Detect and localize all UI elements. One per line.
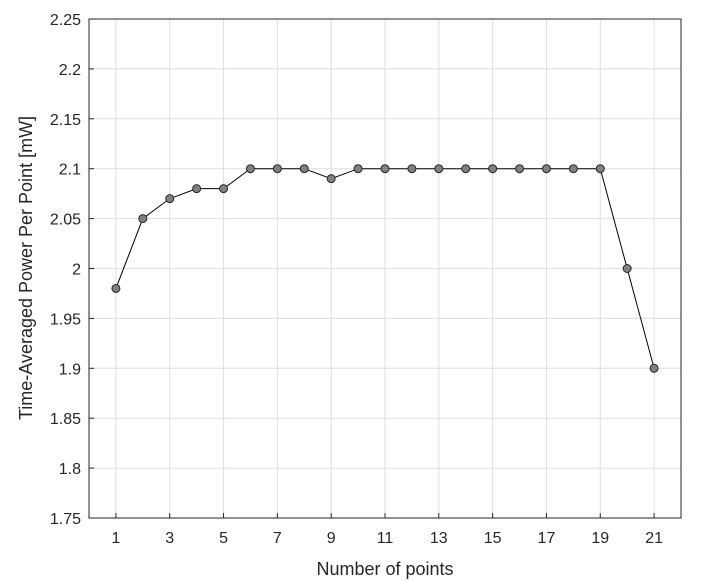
data-point xyxy=(649,363,659,373)
x-tick-label: 5 xyxy=(219,530,228,547)
y-tick-label: 1.95 xyxy=(50,311,81,328)
y-tick-label: 1.75 xyxy=(50,511,81,528)
data-point xyxy=(245,164,255,174)
data-point xyxy=(380,164,390,174)
x-tick-label: 13 xyxy=(430,530,448,547)
data-point xyxy=(622,264,632,273)
data-point xyxy=(138,214,148,224)
data-point xyxy=(407,164,417,174)
x-tick-label: 17 xyxy=(538,530,556,547)
x-tick-label: 9 xyxy=(327,530,336,547)
y-tick-label: 2.1 xyxy=(59,162,81,179)
data-point xyxy=(541,164,551,174)
data-point xyxy=(299,164,309,174)
data-point xyxy=(595,164,605,174)
x-tick-label: 19 xyxy=(591,530,609,547)
data-point xyxy=(488,164,498,174)
data-point xyxy=(111,283,121,293)
data-point xyxy=(461,164,471,174)
x-axis-label: Number of points xyxy=(316,559,453,579)
data-point xyxy=(568,164,578,174)
y-tick-label: 1.8 xyxy=(59,461,81,478)
x-tick-label: 15 xyxy=(484,530,502,547)
data-point xyxy=(165,194,175,204)
data-point xyxy=(192,184,202,194)
y-tick-label: 2.05 xyxy=(50,212,81,229)
x-tick-label: 1 xyxy=(111,530,120,547)
y-tick-label: 1.85 xyxy=(50,411,81,428)
data-point xyxy=(353,164,363,174)
y-tick-label: 2.25 xyxy=(50,12,81,29)
y-tick-label: 1.9 xyxy=(59,361,81,378)
data-point xyxy=(219,184,229,194)
data-point xyxy=(515,164,525,174)
data-point xyxy=(326,174,336,184)
y-tick-label: 2.15 xyxy=(50,112,81,129)
data-point xyxy=(272,164,282,174)
y-axis-label: Time-Averaged Power Per Point [mW] xyxy=(16,116,36,420)
y-tick-label: 2.2 xyxy=(59,62,81,79)
y-tick-label: 2 xyxy=(72,262,81,279)
x-tick-label: 7 xyxy=(273,530,282,547)
x-tick-label: 3 xyxy=(165,530,174,547)
data-point xyxy=(434,164,444,174)
x-tick-label: 21 xyxy=(645,530,663,547)
x-tick-label: 11 xyxy=(377,530,394,547)
